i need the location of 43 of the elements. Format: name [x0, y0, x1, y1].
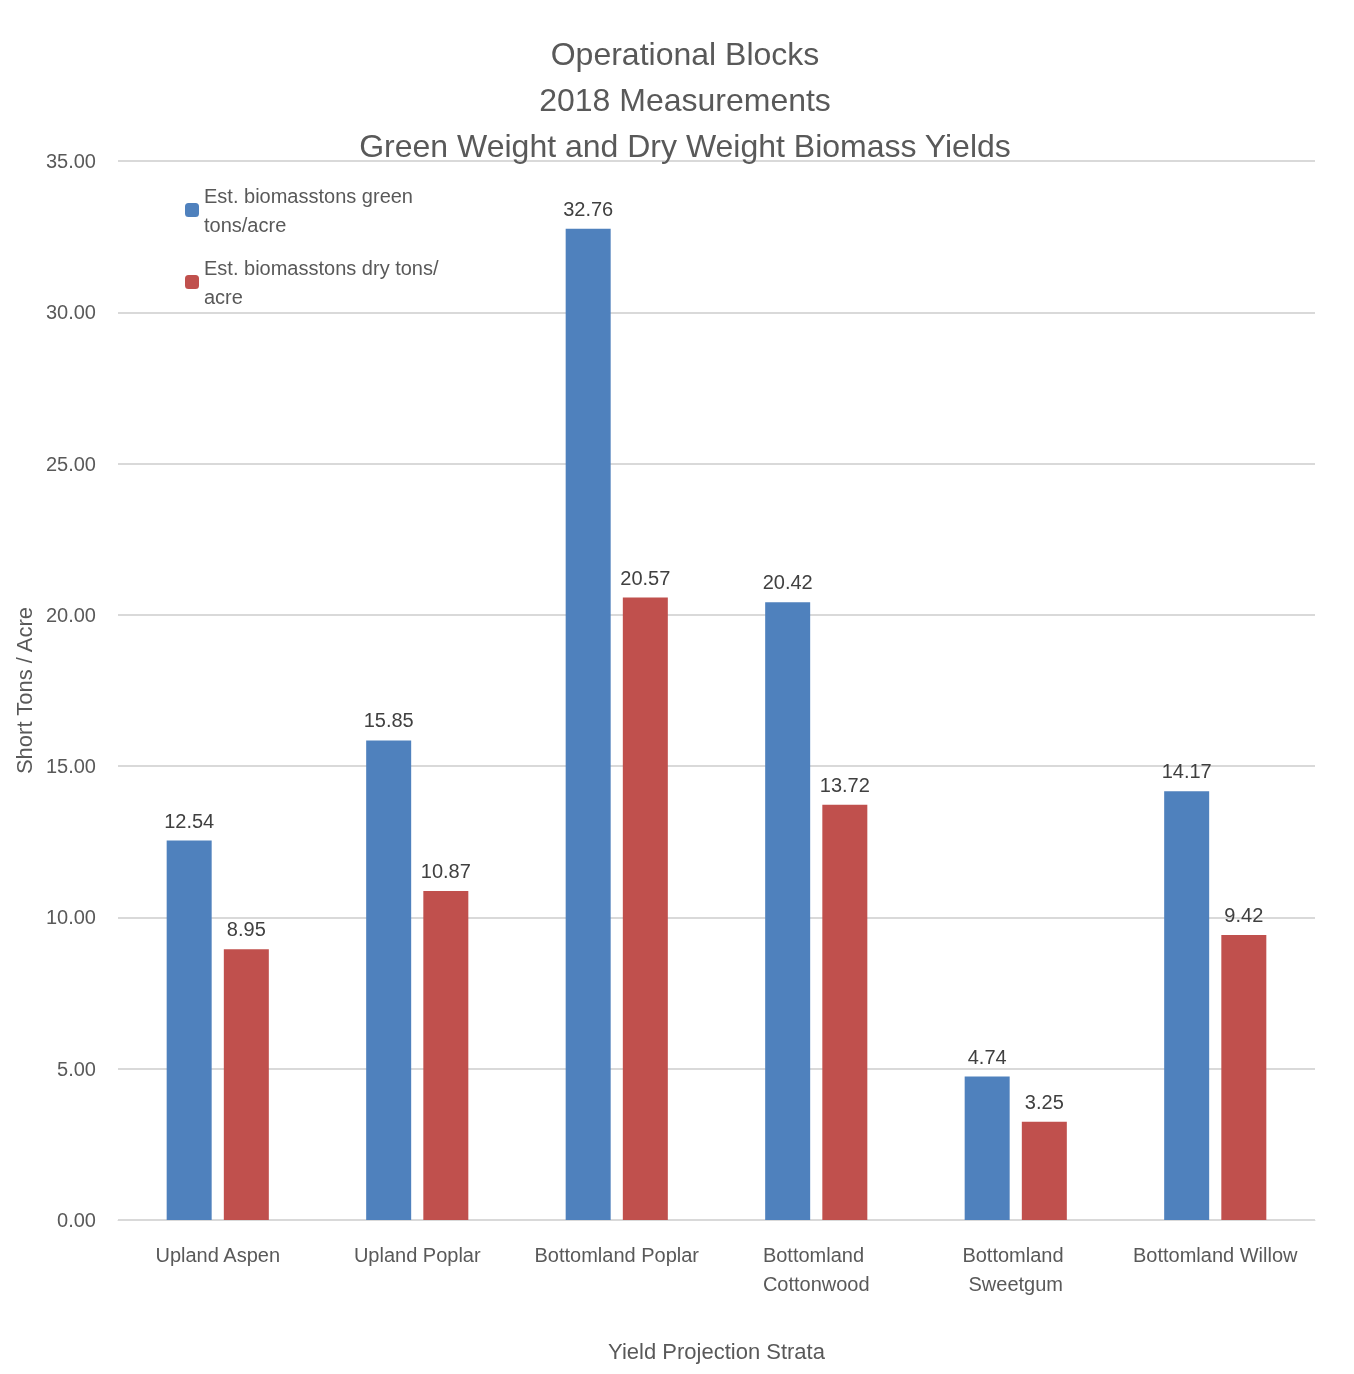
- bar: [964, 1076, 1010, 1220]
- bar: [366, 740, 412, 1220]
- y-tick-label: 30.00: [45, 301, 96, 324]
- data-label: 3.25: [1024, 1090, 1064, 1113]
- legend-label: Est. biomasstons dry tons/acre: [204, 256, 439, 308]
- x-tick-label: Bottomland Poplar: [534, 1243, 700, 1266]
- x-tick-label: Upland Poplar: [353, 1243, 481, 1266]
- bar: [166, 840, 212, 1220]
- bar: [822, 804, 868, 1220]
- bar: [1021, 1121, 1067, 1220]
- x-tick-label: Bottomland Cottonwood: [762, 1243, 870, 1295]
- x-tick-label: Upland Aspen: [155, 1243, 281, 1266]
- data-label: 20.57: [620, 566, 671, 589]
- y-tick-label: 25.00: [45, 452, 96, 475]
- data-label: 32.76: [563, 197, 614, 220]
- bar: [423, 891, 469, 1220]
- x-tick-label: Bottomland Willow: [1132, 1243, 1299, 1266]
- chart-title: Operational Blocks 2018 Measurements Green Weight and Dry Weight Biomass Yields: [359, 36, 1011, 164]
- data-label: 13.72: [819, 773, 870, 796]
- y-tick-label: 20.00: [45, 603, 96, 626]
- data-label: 12.54: [164, 809, 215, 832]
- x-axis-title: Yield Projection Strata: [608, 1338, 826, 1364]
- data-label: 14.17: [1161, 760, 1212, 783]
- bar: [765, 602, 811, 1220]
- y-tick-label: 35.00: [45, 150, 96, 172]
- data-label: 20.42: [762, 571, 813, 594]
- bar: [223, 949, 269, 1220]
- y-tick-label: 15.00: [45, 755, 96, 778]
- data-label: 8.95: [226, 918, 266, 941]
- y-tick-label: 5.00: [57, 1057, 96, 1080]
- data-label: 9.42: [1224, 903, 1264, 926]
- legend-label: Est. biomasstons green tons/acre: [204, 184, 419, 236]
- bar: [1221, 934, 1267, 1220]
- x-tick-label: Bottomland Sweetgum: [962, 1243, 1070, 1295]
- data-label: 10.87: [420, 860, 471, 883]
- y-tick-label: 10.00: [45, 906, 96, 929]
- data-label: 15.85: [363, 709, 414, 732]
- data-label: 4.74: [967, 1045, 1007, 1068]
- bar: [565, 228, 611, 1220]
- bar: [1164, 791, 1210, 1220]
- y-axis-title: Short Tons / Acre: [11, 606, 37, 775]
- bar: [622, 597, 668, 1220]
- y-tick-label: 0.00: [57, 1209, 96, 1231]
